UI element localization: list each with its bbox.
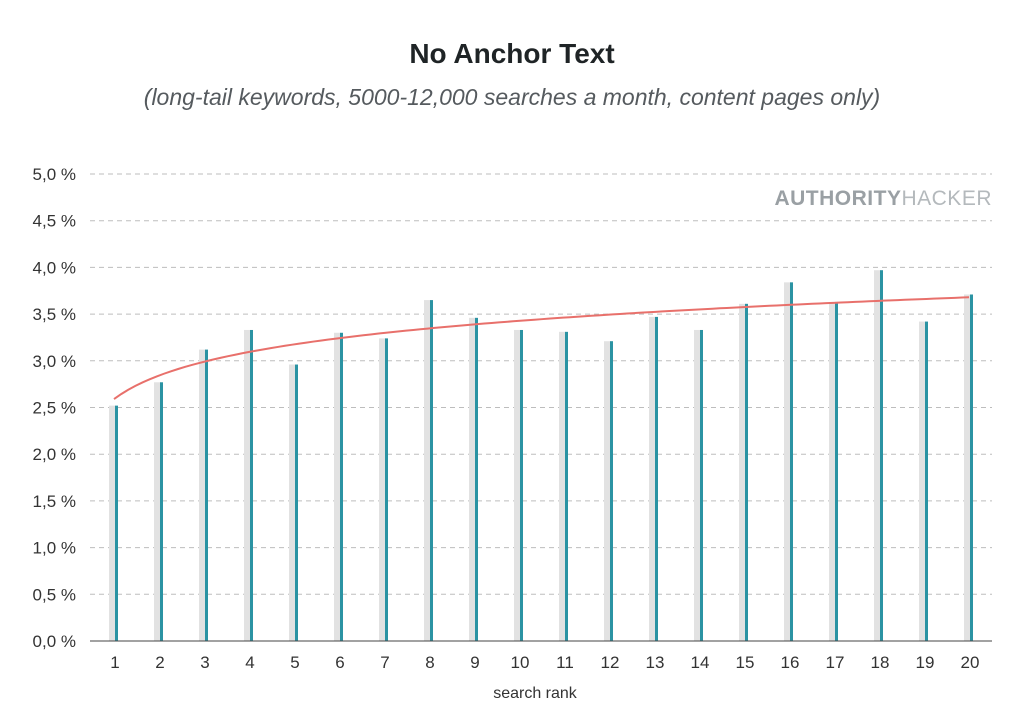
x-tick-label: 15 (736, 653, 755, 672)
trendline-group (113, 296, 970, 400)
bar-shadow (199, 349, 206, 641)
bar-shadow (289, 364, 296, 641)
x-axis-title: search rank (493, 685, 578, 702)
bar (115, 405, 118, 641)
x-tick-label: 5 (290, 653, 299, 672)
bar (385, 338, 388, 641)
bar (880, 270, 883, 641)
y-tick-label: 1,0 % (33, 539, 76, 558)
bar (295, 364, 298, 641)
y-tick-label: 4,0 % (33, 258, 76, 277)
bar (565, 331, 568, 641)
x-tick-label: 16 (781, 653, 800, 672)
x-tick-label: 14 (691, 653, 710, 672)
x-tick-label: 1 (110, 653, 119, 672)
bar-shadow (424, 300, 431, 641)
y-tick-label: 1,5 % (33, 492, 76, 511)
x-tick-label: 8 (425, 653, 434, 672)
bar (520, 329, 523, 641)
bar-shadow (919, 321, 926, 641)
bar (250, 329, 253, 641)
y-tick-label: 0,5 % (33, 585, 76, 604)
bar-shadow (604, 341, 611, 641)
bar (925, 321, 928, 641)
bar (655, 316, 658, 641)
x-tick-label: 11 (556, 653, 574, 672)
bar-shadow (649, 316, 656, 641)
bar (160, 382, 163, 641)
bar (475, 317, 478, 641)
bar (835, 301, 838, 641)
y-tick-label: 0,0 % (33, 632, 76, 651)
y-tick-label: 2,5 % (33, 399, 76, 418)
brand-logo-light: HACKER (901, 187, 992, 210)
y-tick-label: 3,0 % (33, 352, 76, 371)
x-tick-label: 9 (470, 653, 479, 672)
x-tick-label: 20 (961, 653, 980, 672)
bar-shadow (784, 282, 791, 641)
x-tick-label: 6 (335, 653, 344, 672)
trendline (113, 296, 970, 400)
bar-shadow (469, 317, 476, 641)
x-tick-label: 3 (200, 653, 209, 672)
bar (790, 282, 793, 641)
bar (970, 294, 973, 641)
bar-shadow (964, 294, 971, 641)
chart-subtitle: (long-tail keywords, 5000-12,000 searche… (143, 84, 881, 110)
x-tick-label: 4 (245, 653, 254, 672)
x-tick-label: 12 (601, 653, 620, 672)
bar-shadow (739, 303, 746, 641)
x-tick-label: 19 (916, 653, 935, 672)
bar (430, 300, 433, 641)
bar-shadow (154, 382, 161, 641)
bar-shadow (694, 329, 701, 641)
x-tick-label: 10 (511, 653, 530, 672)
bar-shadow (874, 270, 881, 641)
grid-lines (90, 173, 992, 595)
x-tick-label: 18 (871, 653, 890, 672)
x-tick-label: 7 (380, 653, 389, 672)
bar (205, 349, 208, 641)
chart-title: No Anchor Text (409, 38, 615, 69)
bar-shadow (334, 332, 341, 641)
y-tick-label: 3,5 % (33, 305, 76, 324)
x-tick-label: 17 (826, 653, 845, 672)
bars (109, 270, 973, 641)
brand-logo: AUTHORITYHACKER (774, 187, 992, 210)
x-axis-ticks: 1 2 3 4 5 6 7 8 9 10 11 12 13 14 15 16 17 18 19 20 (110, 653, 979, 672)
bar-shadow (829, 301, 836, 641)
bar-shadow (559, 331, 566, 641)
bar (610, 341, 613, 641)
y-axis-ticks: 0,0 % 0,5 % 1,0 % 1,5 % 2,0 % 2,5 % 3,0 % 3,5 %… (33, 165, 76, 651)
y-tick-label: 2,0 % (33, 445, 76, 464)
y-tick-label: 4,5 % (33, 212, 76, 231)
bar-shadow (379, 338, 386, 641)
bar (700, 329, 703, 641)
bar-shadow (109, 405, 116, 641)
bar (340, 332, 343, 641)
brand-logo-bold: AUTHORITY (774, 187, 901, 210)
x-tick-label: 2 (155, 653, 164, 672)
bar (745, 303, 748, 641)
bar-shadow (244, 329, 251, 641)
bar-shadow (514, 329, 521, 641)
y-tick-label: 5,0 % (33, 165, 76, 184)
x-tick-label: 13 (646, 653, 665, 672)
